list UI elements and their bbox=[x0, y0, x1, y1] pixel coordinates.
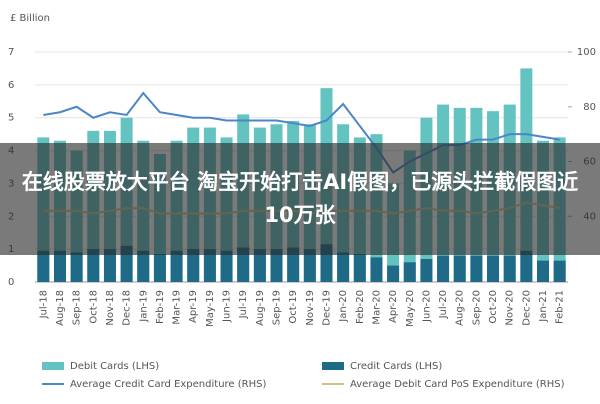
legend-label: Credit Cards (LHS) bbox=[350, 361, 442, 372]
bar bbox=[470, 255, 483, 282]
bar bbox=[37, 250, 50, 282]
legend-label: Average Debit Card PoS Expenditure (RHS) bbox=[350, 379, 565, 390]
y-tick-label: 0 bbox=[8, 277, 14, 288]
bar bbox=[537, 260, 550, 282]
bar bbox=[187, 249, 200, 282]
x-tick-label: Jun-19 bbox=[222, 290, 233, 323]
x-tick-label: Mar-20 bbox=[371, 290, 382, 325]
bar bbox=[70, 252, 83, 282]
x-tick-label: Apr-20 bbox=[388, 290, 399, 323]
bar bbox=[420, 259, 433, 282]
bar bbox=[437, 255, 450, 282]
x-tick-label: Jul-18 bbox=[38, 290, 49, 319]
x-tick-label: Aug-19 bbox=[255, 290, 266, 326]
y2-tick-label: 100 bbox=[577, 47, 596, 58]
x-tick-label: Aug-18 bbox=[55, 290, 66, 326]
bar bbox=[170, 250, 183, 282]
line bbox=[43, 91, 560, 174]
x-tick-label: Dec-20 bbox=[521, 290, 532, 326]
y-axis-label: £ Billion bbox=[10, 13, 50, 24]
headline: 在线股票放大平台 淘宝开始打击AI假图，已源头拦截假图近10万张 bbox=[21, 170, 579, 227]
bar bbox=[387, 265, 400, 282]
y-tick-label: 7 bbox=[8, 47, 14, 58]
bar bbox=[203, 249, 216, 282]
bar bbox=[337, 252, 350, 282]
x-tick-label: Dec-18 bbox=[122, 290, 133, 326]
bar bbox=[220, 250, 233, 282]
legend-label: Average Credit Card Expenditure (RHS) bbox=[70, 379, 266, 390]
x-tick-label: Feb-20 bbox=[355, 290, 366, 324]
x-tick-label: Oct-18 bbox=[88, 290, 99, 324]
y2-tick-label: 80 bbox=[583, 102, 596, 113]
x-tick-label: Sep-18 bbox=[72, 290, 83, 325]
x-tick-label: Sep-20 bbox=[471, 290, 482, 325]
legend-swatch bbox=[42, 362, 64, 370]
x-tick-label: Jan-21 bbox=[538, 290, 549, 323]
bar bbox=[520, 250, 533, 282]
x-tick-label: Feb-19 bbox=[155, 290, 166, 324]
bar bbox=[453, 255, 466, 282]
x-tick-label: Oct-20 bbox=[488, 290, 499, 324]
bar bbox=[137, 250, 150, 282]
bar bbox=[153, 254, 166, 282]
bar bbox=[503, 255, 516, 282]
x-tick-label: Aug-20 bbox=[455, 290, 466, 326]
bar bbox=[353, 254, 366, 282]
x-tick-label: Nov-19 bbox=[305, 290, 316, 326]
x-tick-label: May-19 bbox=[205, 290, 216, 327]
bar bbox=[287, 247, 300, 282]
bar bbox=[103, 249, 116, 282]
x-tick-label: Apr-19 bbox=[188, 290, 199, 323]
x-tick-label: Mar-19 bbox=[172, 290, 183, 325]
bar bbox=[120, 245, 133, 282]
x-tick-label: Nov-18 bbox=[105, 290, 116, 326]
bar bbox=[237, 247, 250, 282]
x-tick-label: May-20 bbox=[405, 290, 416, 327]
x-tick-label: Sep-19 bbox=[272, 290, 283, 325]
x-tick-label: Jul-19 bbox=[238, 290, 249, 319]
bar bbox=[370, 257, 383, 282]
bar bbox=[87, 249, 100, 282]
bar bbox=[53, 250, 66, 282]
x-tick-label: Jul-20 bbox=[438, 290, 449, 319]
legend-swatch bbox=[322, 362, 344, 370]
bar bbox=[403, 262, 416, 282]
x-tick-label: Jan-19 bbox=[138, 290, 149, 323]
x-tick-label: Nov-20 bbox=[505, 290, 516, 326]
bar bbox=[320, 244, 333, 282]
x-tick-label: Dec-19 bbox=[321, 290, 332, 326]
headline-banner: 在线股票放大平台 淘宝开始打击AI假图，已源头拦截假图近10万张 bbox=[0, 143, 600, 255]
x-tick-label: Jun-20 bbox=[421, 290, 432, 323]
bar bbox=[253, 249, 266, 282]
legend-label: Debit Cards (LHS) bbox=[70, 361, 159, 372]
bar bbox=[270, 249, 283, 282]
bar bbox=[303, 249, 316, 282]
y-tick-label: 6 bbox=[8, 80, 14, 91]
bar bbox=[487, 255, 500, 282]
x-tick-label: Feb-21 bbox=[555, 290, 566, 324]
x-tick-label: Oct-19 bbox=[288, 290, 299, 324]
x-tick-label: Jan-20 bbox=[338, 290, 349, 323]
y-tick-label: 5 bbox=[8, 113, 14, 124]
bar bbox=[553, 260, 566, 282]
